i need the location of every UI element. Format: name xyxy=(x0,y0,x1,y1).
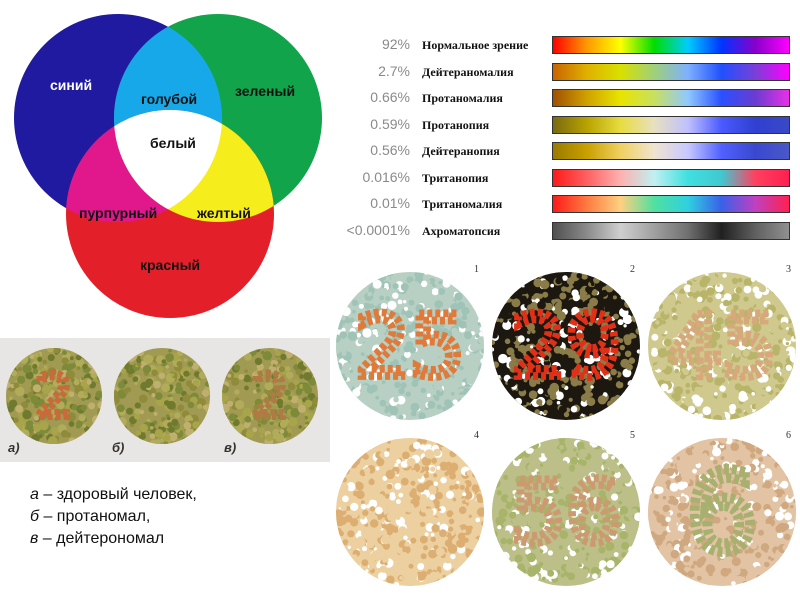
plate-healthy: 2 xyxy=(6,348,102,444)
plate-digits: 45 xyxy=(667,297,776,397)
plate-digits: 25 xyxy=(355,297,464,397)
plate-digits: 2 xyxy=(35,362,73,432)
label-red: красный xyxy=(140,257,200,273)
color-venn-diagram: синий зеленый голубой белый пурпурный же… xyxy=(14,14,322,318)
caption-b: б) xyxy=(112,440,125,455)
plate-number: 1 xyxy=(474,264,479,275)
plate-digits: 56 xyxy=(511,463,620,563)
cv-percent: 0.59% xyxy=(370,115,410,132)
legend-letter: а xyxy=(30,486,39,503)
cv-spectrum-bar xyxy=(552,115,790,134)
cv-type-name: Протанопия xyxy=(422,117,490,132)
cv-spectrum-bar xyxy=(552,89,790,107)
plate-number: 2 xyxy=(630,264,635,275)
cv-percent: 2.7% xyxy=(378,62,410,79)
cv-type-name: Нормальное зрение xyxy=(422,38,529,52)
cv-percent: 0.01% xyxy=(370,195,410,211)
cv-spectrum-bar xyxy=(552,36,790,54)
legend-desc: – протаномал, xyxy=(39,508,151,525)
ishihara-plate: 29 xyxy=(492,272,640,420)
plate-number: 5 xyxy=(630,430,635,441)
plate-number: 6 xyxy=(786,430,791,441)
legend-line: б – протаномал, xyxy=(30,506,330,528)
ishihara-plate: 25 xyxy=(336,272,484,420)
plate-digits: 6 xyxy=(687,449,757,577)
caption-a: а) xyxy=(8,440,20,455)
label-green: зеленый xyxy=(235,83,295,99)
cv-percent: 0.56% xyxy=(370,142,410,158)
label-cyan: голубой xyxy=(141,91,197,107)
cv-percent: 0.016% xyxy=(362,168,410,185)
ishihara-plate xyxy=(336,438,484,586)
cv-percent: <0.0001% xyxy=(346,221,410,238)
cv-type-name: Протаномалия xyxy=(422,91,503,105)
ishihara-plate: 45 xyxy=(648,272,796,420)
label-yellow: желтый xyxy=(196,205,251,221)
color-vision-table: 92% Нормальное зрение 2.7% Дейтераномалия 0.… xyxy=(330,36,800,251)
cv-type-name: Дейтераномалия xyxy=(422,64,514,79)
plate-protanomal xyxy=(114,348,210,444)
cv-spectrum-bar xyxy=(552,221,790,240)
plate-number: 4 xyxy=(474,430,479,441)
plate-number: 3 xyxy=(786,264,791,275)
cv-percent: 0.66% xyxy=(370,89,410,105)
cv-type-name: Тританомалия xyxy=(422,197,503,211)
legend-desc: – здоровый человек, xyxy=(38,486,197,503)
label-magenta: пурпурный xyxy=(79,205,157,221)
cv-type-name: Тританопия xyxy=(422,170,489,185)
cv-spectrum-bar xyxy=(552,142,790,160)
label-blue: синий xyxy=(50,77,92,93)
legend-line: а – здоровый человек, xyxy=(30,484,330,506)
legend-text: а – здоровый человек, б – протаномал, в … xyxy=(30,484,330,550)
cv-type-name: Ахроматопсия xyxy=(422,223,501,238)
comparison-plates-panel: 2 2 а) б) в) xyxy=(0,338,330,462)
legend-desc: – дейтерономал xyxy=(38,530,165,547)
cv-spectrum-bar xyxy=(552,62,790,81)
cv-spectrum-bar xyxy=(552,195,790,213)
caption-v: в) xyxy=(224,440,237,455)
legend-line: в – дейтерономал xyxy=(30,528,330,550)
plate-digits: 29 xyxy=(511,297,620,397)
ishihara-plate: 6 xyxy=(648,438,796,586)
ishihara-plate: 56 xyxy=(492,438,640,586)
legend-letter: в xyxy=(30,530,39,547)
legend-letter: б xyxy=(30,508,39,525)
plate-digits: 2 xyxy=(251,362,289,432)
cv-spectrum-bar xyxy=(552,168,790,187)
plate-deuteranomal: 2 xyxy=(222,348,318,444)
ishihara-plates-grid: 25 1 29 2 45 3 4 56 5 6 6 xyxy=(334,262,800,600)
cv-type-name: Дейтеранопия xyxy=(422,144,500,158)
label-white: белый xyxy=(150,135,196,151)
cv-percent: 92% xyxy=(381,36,410,52)
